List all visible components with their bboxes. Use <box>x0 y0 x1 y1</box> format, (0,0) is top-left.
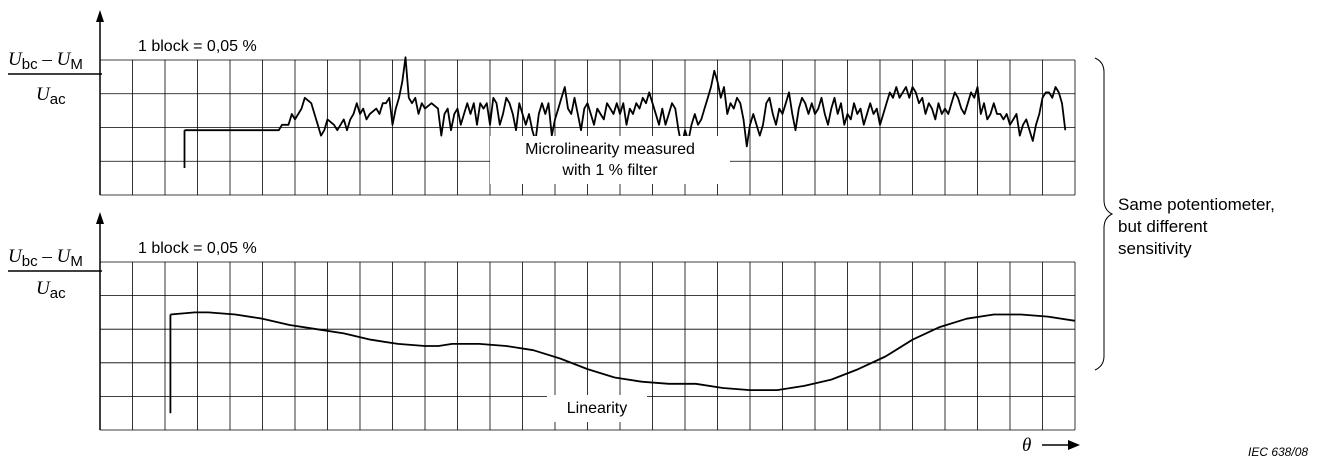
top-ylabel-minus: – <box>38 49 57 70</box>
linearity-panel: 1 block = 0,05 % Linearity <box>96 212 1076 431</box>
bottom-ylabel-den: U <box>36 278 51 299</box>
bottom-ylabel-sub1: bc <box>22 253 38 270</box>
bottom-ylabel-u2: U <box>57 246 72 267</box>
svg-text:Ubc – UM: Ubc – UM <box>8 246 83 270</box>
series-line-0 <box>170 311 1076 391</box>
bottom-ylabel-u1: U <box>8 246 23 267</box>
scale-note-text: 1 block = 0,05 % <box>138 240 257 257</box>
top-ylabel-sub1: bc <box>22 56 38 73</box>
top-ylabel-den-sub: ac <box>50 91 66 108</box>
top-ylabel-den: U <box>36 84 51 105</box>
svg-text:Uac: Uac <box>36 84 66 108</box>
x-axis-theta: θ <box>1022 435 1031 456</box>
svg-text:Uac: Uac <box>36 278 66 302</box>
series-line-0 <box>184 56 1067 148</box>
top-y-axis-label: Ubc – UM Uac <box>8 49 102 108</box>
annotation: Microlinearity measured with 1 % filter <box>490 136 730 184</box>
annotation-background <box>547 395 647 422</box>
grid-lines <box>99 261 1076 431</box>
figure-reference: IEC 638/08 <box>1248 445 1308 457</box>
scale-note: 1 block = 0,05 % <box>134 30 306 58</box>
microlinearity-panel: 1 block = 0,05 % Microlinearity measured w… <box>96 10 1076 196</box>
brace-note-line1: Same potentiometer, <box>1118 195 1275 214</box>
bottom-y-axis-label: Ubc – UM Uac <box>8 246 102 302</box>
scale-note-background <box>134 232 306 260</box>
scale-note-text: 1 block = 0,05 % <box>138 38 257 55</box>
top-ylabel-sub2: M <box>70 56 83 73</box>
scale-note: 1 block = 0,05 % <box>134 232 306 260</box>
y-axis-arrow-icon <box>96 212 104 224</box>
svg-text:Ubc – UM: Ubc – UM <box>8 49 83 73</box>
brace-note-line2: but different <box>1118 217 1208 236</box>
top-ylabel-u2: U <box>57 49 72 70</box>
annotation-text: Microlinearity measured <box>525 141 695 158</box>
bottom-ylabel-den-sub: ac <box>50 285 66 302</box>
bottom-ylabel-sub2: M <box>70 253 83 270</box>
annotation-text: Linearity <box>567 400 627 417</box>
top-ylabel-u1: U <box>8 49 23 70</box>
x-axis-arrow-icon <box>1068 440 1080 450</box>
right-brace-icon <box>1094 57 1114 371</box>
bottom-ylabel-minus: – <box>38 246 57 267</box>
brace-note-line3: sensitivity <box>1118 239 1192 258</box>
annotation-text: with 1 % filter <box>561 162 658 179</box>
annotation: Linearity <box>547 395 647 422</box>
scale-note-background <box>134 30 306 58</box>
annotation-background <box>490 136 730 184</box>
y-axis-arrow-icon <box>96 10 104 22</box>
